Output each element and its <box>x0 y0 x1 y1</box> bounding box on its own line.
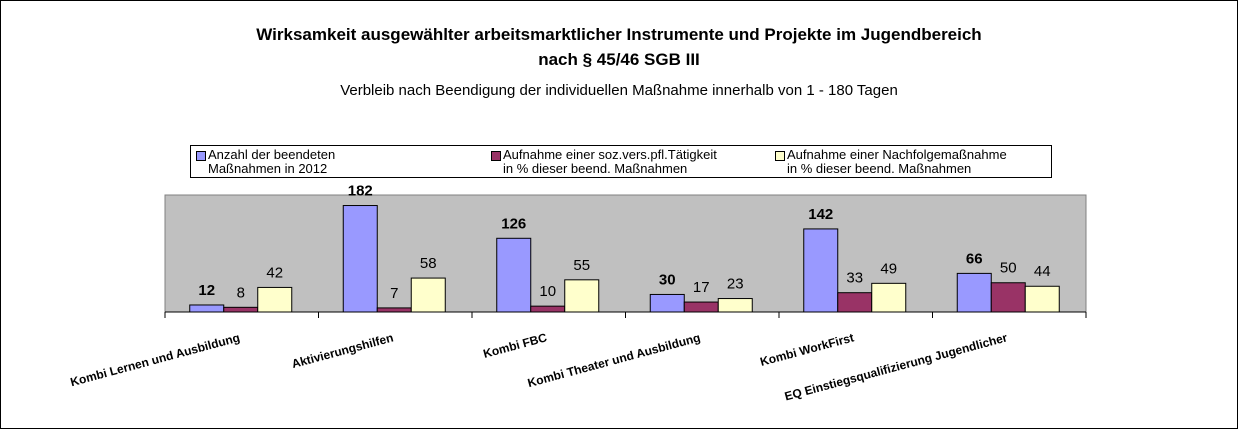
data-label: 33 <box>846 270 863 287</box>
bar <box>649 293 685 313</box>
data-label: 30 <box>659 271 676 288</box>
bar <box>410 277 446 313</box>
bar <box>223 306 259 313</box>
data-label: 66 <box>966 250 983 267</box>
bar <box>683 301 719 313</box>
bar <box>990 282 1026 313</box>
data-label: 12 <box>198 282 215 299</box>
data-label: 126 <box>501 215 526 232</box>
legend: Anzahl der beendeten Maßnahmen in 2012 Au… <box>190 145 1052 178</box>
legend-entry: Aufnahme einer soz.vers.pfl.Tätigkeit in… <box>489 148 717 176</box>
bar <box>257 286 293 313</box>
data-label: 44 <box>1034 263 1051 280</box>
bar <box>871 282 907 313</box>
x-tick-label: Aktivierungshilfen <box>290 330 395 371</box>
plot-area <box>164 194 1087 313</box>
data-label: 50 <box>1000 260 1017 277</box>
bar <box>530 305 566 313</box>
legend-label: Aufnahme einer Nachfolgemaßnahme in % di… <box>787 147 1007 176</box>
legend-entry: Anzahl der beendeten Maßnahmen in 2012 <box>194 148 335 176</box>
chart-title: Wirksamkeit ausgewählter arbeitsmarktlic… <box>256 25 982 69</box>
x-tick-label: Kombi Lernen und Ausbildung <box>69 330 242 389</box>
bar <box>496 237 532 313</box>
bar <box>342 205 378 313</box>
bar <box>803 228 839 313</box>
bar <box>1024 285 1060 313</box>
bar <box>956 272 992 313</box>
legend-swatch <box>775 151 785 161</box>
legend-swatch <box>196 151 206 161</box>
bar <box>564 279 600 313</box>
data-label: 58 <box>420 255 437 272</box>
data-label: 10 <box>539 283 556 300</box>
bar <box>717 298 753 313</box>
bar <box>376 307 412 313</box>
legend-label: Aufnahme einer soz.vers.pfl.Tätigkeit in… <box>503 147 717 176</box>
data-label: 23 <box>727 276 744 293</box>
data-label: 182 <box>348 182 373 199</box>
data-label: 49 <box>880 260 897 277</box>
legend-label: Anzahl der beendeten Maßnahmen in 2012 <box>208 147 336 176</box>
data-label: 7 <box>390 285 398 302</box>
bar <box>189 304 225 313</box>
x-tick-label: Kombi Theater und Ausbildung <box>526 330 702 390</box>
data-label: 8 <box>237 284 245 301</box>
data-label: 142 <box>808 206 833 223</box>
chart-subtitle: Verbleib nach Beendigung der individuell… <box>340 82 898 99</box>
bar <box>837 292 873 313</box>
x-tick-label: Kombi WorkFirst <box>759 330 856 368</box>
legend-entry: Aufnahme einer Nachfolgemaßnahme in % di… <box>773 148 1007 176</box>
data-label: 42 <box>266 264 283 281</box>
data-label: 17 <box>693 279 710 296</box>
legend-swatch <box>491 151 501 161</box>
data-label: 55 <box>573 257 590 274</box>
x-tick-label: Kombi FBC <box>482 330 549 361</box>
